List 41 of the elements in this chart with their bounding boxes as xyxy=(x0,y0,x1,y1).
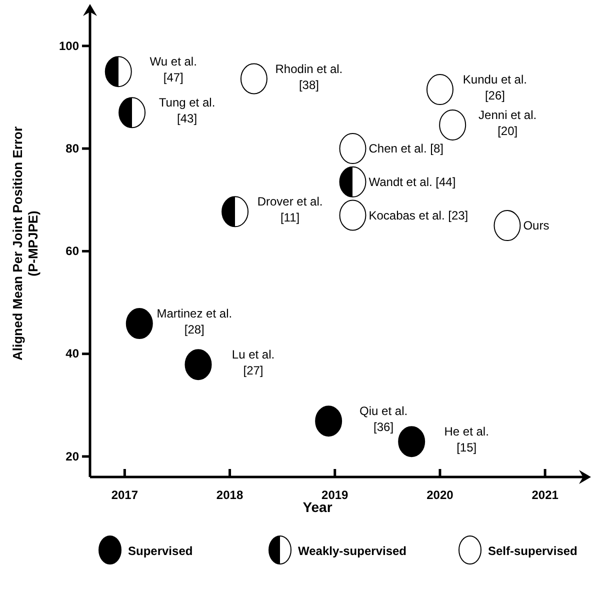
annotation: Kundu et al. [26] xyxy=(462,72,527,103)
annotation: Rhodin et al. [38] xyxy=(275,62,343,92)
point xyxy=(339,166,366,198)
point xyxy=(315,406,342,437)
annotation: Lu et al. [27] xyxy=(232,348,275,378)
legend-label: Self-supervised xyxy=(488,544,578,558)
annotation: Martinez et al. [28] xyxy=(156,306,232,337)
annotation: Ours xyxy=(523,218,550,233)
point xyxy=(222,196,249,228)
x-tick-label: 2017 xyxy=(111,488,138,502)
point xyxy=(426,74,454,106)
point xyxy=(184,349,212,380)
annotation: Tung et al. [43] xyxy=(158,96,216,126)
annotation: Wandt et al. [44] xyxy=(368,174,456,189)
point xyxy=(118,97,146,128)
annotation: He et al. [15] xyxy=(444,424,489,455)
y-axis-title: Aligned Mean Per Joint Position Error (P-MPJPE) xyxy=(10,126,41,361)
y-tick-label: 40 xyxy=(66,346,80,361)
point xyxy=(339,133,366,164)
annotation: Jenni et al. [20] xyxy=(478,108,537,138)
y-tick-label: 100 xyxy=(58,38,80,53)
y-tick-label: 80 xyxy=(66,141,80,156)
annotation: Kocabas et al. [23] xyxy=(368,208,468,222)
x-tick-label: 2020 xyxy=(426,488,454,502)
x-tick-label: 2018 xyxy=(216,488,244,502)
point xyxy=(104,56,132,88)
point xyxy=(494,210,521,242)
annotation: Chen et al. [8] xyxy=(368,142,444,156)
y-tick-label: 60 xyxy=(66,244,80,258)
legend-label: Weakly-supervised xyxy=(298,544,406,558)
point xyxy=(240,63,268,94)
legend-label: Supervised xyxy=(128,544,193,558)
point xyxy=(398,426,426,458)
y-tick-label: 20 xyxy=(66,449,80,464)
x-tick-label: 2021 xyxy=(532,488,559,502)
point xyxy=(339,200,366,231)
point xyxy=(126,308,153,340)
annotation: Wu et al. [47] xyxy=(150,54,197,85)
annotation: Drover et al. [11] xyxy=(257,194,323,225)
point xyxy=(439,109,466,140)
annotation: Qiu et al. [36] xyxy=(360,404,408,434)
